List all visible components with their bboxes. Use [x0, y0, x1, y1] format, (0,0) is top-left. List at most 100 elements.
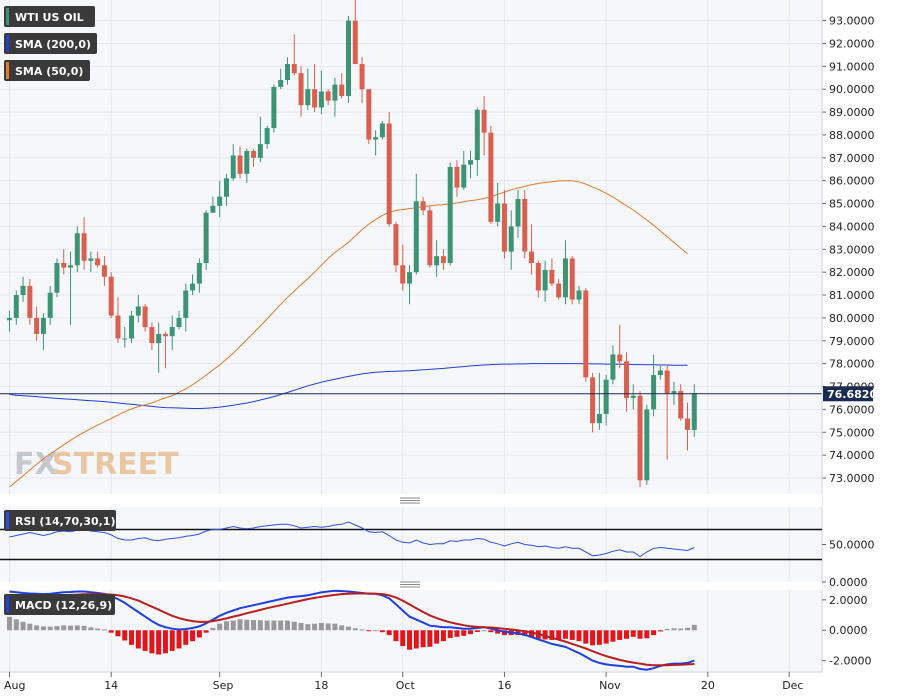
- candle-body: [149, 327, 155, 344]
- macd-histogram-bar: [664, 629, 670, 631]
- candle-body: [190, 283, 196, 291]
- candle-body: [88, 258, 94, 261]
- last-price-tag: 76.6820: [823, 386, 877, 402]
- sma200-line: [9, 363, 688, 409]
- resize-handle-rsi[interactable]: [0, 494, 822, 507]
- price-tick-label: 93.0000: [829, 15, 875, 28]
- macd-histogram-bar: [291, 621, 297, 631]
- candle-body: [196, 263, 202, 284]
- price-tick-label: 79.0000: [829, 335, 875, 348]
- candle-body: [61, 263, 67, 268]
- macd-tick-label: 2.0000: [829, 594, 868, 607]
- macd-histogram-bar: [590, 630, 596, 646]
- macd-histogram-bar: [223, 621, 229, 631]
- macd-signal-line: [9, 592, 695, 667]
- candle-body: [603, 379, 609, 414]
- legend-wti[interactable]: WTI US OIL: [4, 6, 95, 27]
- candle-body: [678, 391, 684, 419]
- candle-body: [278, 80, 284, 87]
- candle-body: [549, 269, 555, 284]
- resize-handle-macd[interactable]: [0, 581, 822, 590]
- rsi-axis: 50.0000 0.0000: [822, 539, 875, 589]
- macd-histogram-bar: [135, 630, 141, 649]
- candle-body: [529, 251, 535, 264]
- candle-body: [379, 123, 385, 138]
- candle-body: [142, 306, 148, 328]
- price-axis: 73.000074.000075.000076.000077.000078.00…: [821, 0, 875, 672]
- candle-body: [562, 258, 568, 298]
- time-axis: Aug 14 Sep 18 Oct 16 Nov 20 Dec: [4, 672, 803, 692]
- candle-body: [461, 164, 467, 188]
- macd-histogram-bar: [7, 616, 12, 631]
- legend-sma50[interactable]: SMA (50,0): [4, 60, 90, 81]
- macd-histogram-bar: [386, 630, 392, 636]
- macd-histogram-bar: [20, 621, 26, 631]
- candle-body: [27, 285, 33, 318]
- candle-body: [468, 160, 474, 165]
- macd-histogram-bar: [257, 620, 263, 631]
- macd-histogram-bar: [149, 630, 155, 654]
- macd-histogram-bar: [61, 625, 67, 631]
- sma200-path: [9, 363, 688, 409]
- macd-histogram-bar: [549, 630, 555, 640]
- candle-body: [596, 413, 602, 424]
- legend-sma200[interactable]: SMA (200,0): [4, 33, 97, 54]
- macd-histogram-bar: [623, 630, 629, 639]
- macd-histogram-bar: [196, 630, 202, 638]
- candle-body: [623, 361, 629, 398]
- legend-rsi[interactable]: RSI (14,70,30,1): [4, 510, 116, 531]
- macd-histogram-bar: [440, 630, 446, 642]
- price-tick-label: 89.0000: [829, 106, 875, 119]
- candle-body: [359, 64, 365, 90]
- last-price-label: 76.6820: [827, 388, 877, 401]
- candle-body: [284, 64, 290, 81]
- macd-histogram-bar: [339, 625, 345, 631]
- macd-histogram-bar: [217, 623, 223, 631]
- rsi-tick-label: 0.0000: [829, 576, 868, 589]
- macd-tick-label: 0.0000: [829, 624, 868, 637]
- candle-body: [420, 201, 426, 211]
- price-tick-label: 74.0000: [829, 449, 875, 462]
- price-tick-label: 86.0000: [829, 175, 875, 188]
- macd-histogram-bar: [657, 630, 663, 632]
- price-tick-label: 73.0000: [829, 472, 875, 485]
- time-tick-label: 16: [497, 679, 511, 692]
- macd-tick-label: -2.0000: [829, 655, 871, 668]
- macd-path: [9, 589, 695, 671]
- candle-body: [685, 418, 690, 430]
- candle-body: [691, 393, 697, 430]
- macd-histogram-bar: [366, 630, 372, 632]
- time-tick-label: 14: [104, 679, 118, 692]
- candle-body: [637, 395, 643, 481]
- legend-macd[interactable]: MACD (12,26,9): [4, 594, 115, 615]
- macd-histogram-bar: [359, 629, 365, 631]
- macd-histogram-bar: [603, 630, 609, 644]
- price-tick-label: 81.0000: [829, 289, 875, 302]
- macd-histogram-bar: [169, 630, 175, 651]
- candle-body: [508, 226, 514, 252]
- candle-body: [169, 327, 175, 337]
- macd-histogram-bar: [264, 620, 270, 631]
- candle-body: [454, 166, 460, 188]
- candle-body: [271, 86, 277, 129]
- macd-histogram-bar: [644, 630, 650, 639]
- candle-body: [339, 84, 345, 97]
- macd-histogram-bar: [190, 630, 196, 642]
- candle-body: [630, 395, 636, 398]
- macd-histogram-bar: [529, 630, 535, 638]
- candle-body: [434, 256, 440, 266]
- macd-histogram-bar: [13, 619, 19, 631]
- macd-histogram-bar: [610, 630, 616, 642]
- macd-histogram-bar: [685, 627, 690, 631]
- legend-wti-label: WTI US OIL: [15, 11, 84, 24]
- macd-histogram-bar: [203, 630, 209, 633]
- candle-body: [210, 205, 216, 213]
- macd-histogram-bar: [651, 630, 657, 636]
- price-tick-label: 83.0000: [829, 243, 875, 256]
- candle-body: [542, 269, 548, 291]
- macd-histogram-bar: [596, 630, 602, 645]
- candle-body: [68, 265, 74, 268]
- candle-body: [54, 263, 60, 293]
- candle-body: [590, 377, 596, 424]
